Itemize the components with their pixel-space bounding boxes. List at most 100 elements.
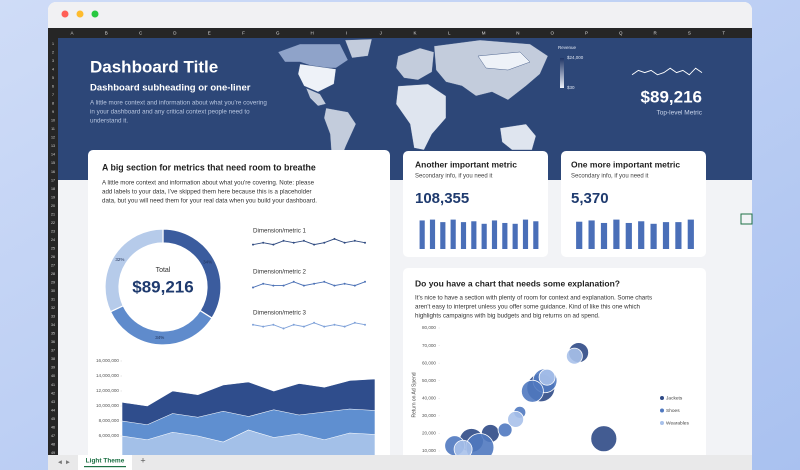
row-number: 7 <box>52 93 54 97</box>
row-number: 35 <box>51 332 55 336</box>
row-number: 12 <box>51 136 55 140</box>
map-australia <box>499 123 537 151</box>
add-sheet-button[interactable]: + <box>140 455 145 465</box>
sparkline-point <box>313 243 316 246</box>
tab-nav-next[interactable]: ▶ <box>66 459 70 465</box>
close-button[interactable] <box>61 10 69 18</box>
bar <box>650 223 657 249</box>
card-secondary: Secondary info, if you need it <box>415 174 493 180</box>
row-number: 9 <box>52 110 54 114</box>
sparkline-point <box>364 280 366 283</box>
sheet-tab-label[interactable]: Light Theme <box>86 458 125 465</box>
description-line: understand it. <box>90 117 128 124</box>
sheet-tab-underline <box>84 466 126 468</box>
description-line: aren't easy to interpret unless you offe… <box>415 304 641 311</box>
column-letter: Q <box>619 30 623 35</box>
row-number: 34 <box>51 323 55 327</box>
metric-value: 108,355 <box>415 190 469 207</box>
tab-nav-prev[interactable]: ◀ <box>58 459 62 465</box>
metric-value: 5,370 <box>571 190 609 207</box>
bubble <box>497 422 513 438</box>
row-number: 38 <box>51 357 55 361</box>
row-number: 36 <box>51 340 55 344</box>
bar <box>491 220 498 249</box>
sparkline-label: Dimension/metric 3 <box>253 310 307 317</box>
column-header <box>48 28 752 38</box>
sparkline-point <box>333 284 336 287</box>
sparkline-point <box>292 241 295 244</box>
sparkline-point <box>302 325 305 328</box>
map-canada <box>277 43 349 69</box>
y-tick-label: 80,000 <box>422 325 436 330</box>
sparkline-point <box>323 241 326 244</box>
bubble <box>590 425 618 453</box>
minimize-button[interactable] <box>76 10 84 18</box>
description-line: add labels to your data, I've skipped th… <box>102 189 312 196</box>
row-number: 4 <box>52 68 54 72</box>
description-line: data, but you will need them for your re… <box>102 198 317 205</box>
legend-label: Wearables <box>666 420 689 426</box>
row-number: 2 <box>52 50 54 54</box>
y-tick-label: 16,000,000 <box>96 358 119 363</box>
column-letter: O <box>550 30 554 35</box>
description-line: A little more context and information ab… <box>90 100 267 107</box>
row-number: 30 <box>51 289 55 293</box>
column-letter: F <box>242 30 245 35</box>
map-legend-scale <box>560 58 564 88</box>
sparkline-point <box>262 325 265 328</box>
sparkline-point <box>282 284 285 287</box>
row-number: 15 <box>51 161 55 165</box>
legend-swatch <box>660 396 664 400</box>
sparkline-point <box>343 325 346 328</box>
donut-segment <box>104 228 164 313</box>
row-number: 1 <box>52 42 54 46</box>
map-russia-region <box>477 51 531 71</box>
row-number: 31 <box>51 298 55 302</box>
row-number: 20 <box>51 204 55 208</box>
row-number: 21 <box>51 212 55 216</box>
row-number: 40 <box>51 374 55 378</box>
sparkline-point <box>282 327 285 330</box>
sparkline-point <box>302 284 305 287</box>
row-number: 29 <box>51 281 55 285</box>
map-africa <box>395 83 447 151</box>
column-letter: D <box>173 30 177 35</box>
description-line: A little more context and information ab… <box>102 180 315 187</box>
bar <box>625 222 632 249</box>
bubble <box>507 410 524 428</box>
row-number: 32 <box>51 306 55 310</box>
bar <box>460 222 467 249</box>
sparkline-point <box>364 241 366 244</box>
donut-label: 34% <box>155 335 164 340</box>
sparkline-label: Dimension/metric 1 <box>253 228 307 235</box>
column-letter: K <box>413 30 416 35</box>
bubble <box>538 368 556 386</box>
map-legend-min: $30 <box>567 85 575 90</box>
row-number: 11 <box>51 127 55 131</box>
row-number: 48 <box>51 442 55 446</box>
selected-cell[interactable] <box>740 213 753 225</box>
row-number: 41 <box>51 383 55 387</box>
row-number: 33 <box>51 315 55 319</box>
sheet-tab-bar <box>48 455 752 470</box>
row-number: 8 <box>52 102 54 106</box>
dashboard-title: Dashboard Title <box>90 57 218 76</box>
zoom-button[interactable] <box>91 10 99 18</box>
bar <box>533 221 539 249</box>
bubble <box>521 379 544 403</box>
sparkline <box>631 67 703 76</box>
sparkline-point <box>262 241 265 244</box>
bar <box>481 223 487 249</box>
row-number: 10 <box>51 119 55 123</box>
donut-label: 32% <box>115 257 124 262</box>
row-number: 27 <box>51 263 55 267</box>
row-number: 44 <box>51 408 55 412</box>
bar <box>512 223 518 249</box>
donut-center-value: $89,216 <box>132 277 193 296</box>
sparkline <box>252 281 366 288</box>
card-title: Another important metric <box>415 159 517 169</box>
legend-label: Shoes <box>666 408 680 414</box>
sparkline-point <box>292 280 295 283</box>
bar <box>588 220 595 249</box>
map-central-america <box>305 87 327 107</box>
